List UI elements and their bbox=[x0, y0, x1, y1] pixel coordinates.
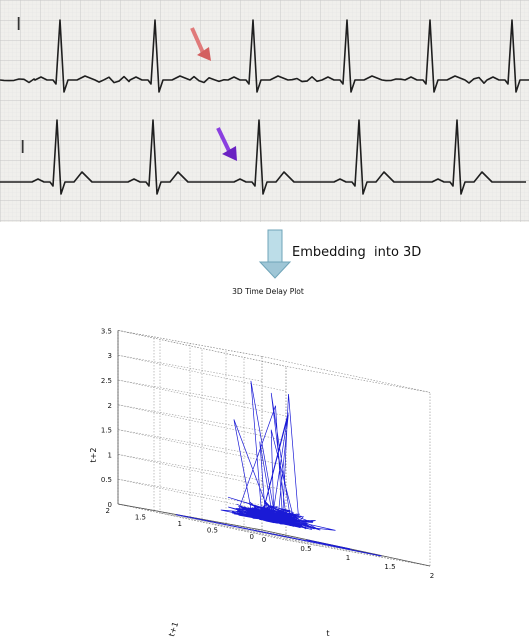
x-tick-label: 2 bbox=[430, 572, 434, 580]
trajectory-streak bbox=[306, 539, 351, 550]
y-tick-label: 0 bbox=[250, 533, 254, 541]
ecg-grid bbox=[0, 0, 529, 222]
z-tick-label: 3.5 bbox=[101, 327, 112, 335]
z-tick-label: 3 bbox=[108, 352, 112, 360]
trajectory-cloud bbox=[220, 380, 336, 531]
lead-label-bottom: I bbox=[20, 137, 25, 158]
x-axis-ticks: 0 0.5 1 1.5 2 bbox=[262, 536, 434, 580]
z-axis-label: t+2 bbox=[89, 448, 98, 463]
x-tick-label: 0 bbox=[262, 536, 266, 544]
trajectory-streak bbox=[176, 514, 382, 557]
lead-label-top: I bbox=[16, 14, 21, 35]
z-axis-ticks: 0 0.5 1 1.5 2 2.5 3 3.5 bbox=[101, 327, 112, 509]
ecg-trace-bottom bbox=[0, 119, 526, 195]
time-delay-3d-plot: 3D Time Delay Plot 0 0.5 1 1.5 2 2.5 3 3.5 0 0.5… bbox=[89, 287, 434, 638]
z-tick-label: 1.5 bbox=[101, 427, 112, 435]
z-tick-label: 2 bbox=[108, 402, 112, 410]
y-tick-label: 1 bbox=[178, 520, 182, 528]
z-tick-label: 0.5 bbox=[101, 476, 112, 484]
arrow-marker-purple bbox=[216, 127, 237, 161]
z-tick-label: 2.5 bbox=[101, 377, 112, 385]
y-tick-label: 1.5 bbox=[135, 514, 146, 522]
x-tick-label: 0.5 bbox=[300, 545, 311, 553]
embedding-caption: Embedding into 3D bbox=[292, 245, 422, 260]
z-tick-label: 1 bbox=[108, 451, 112, 459]
x-tick-label: 1.5 bbox=[384, 563, 395, 571]
trajectory-lines bbox=[176, 380, 382, 557]
y-tick-label: 2 bbox=[106, 507, 110, 515]
arrow-marker-red bbox=[190, 27, 211, 61]
ecg-trace-top bbox=[0, 19, 529, 93]
x-tick-label: 1 bbox=[346, 554, 350, 562]
ecg-strip-panel: I I bbox=[0, 0, 529, 222]
embedding-arrow-area bbox=[258, 229, 292, 279]
y-axis-ticks: 0 0.5 1 1.5 2 bbox=[106, 507, 254, 541]
down-arrow-icon bbox=[258, 229, 292, 279]
z-tick-label: 0 bbox=[108, 501, 112, 509]
x-axis-label: t bbox=[326, 629, 329, 638]
y-tick-label: 0.5 bbox=[207, 527, 218, 535]
plot-title: 3D Time Delay Plot bbox=[232, 287, 304, 296]
y-axis-label: t+1 bbox=[167, 621, 180, 638]
plot-axes-box bbox=[117, 330, 431, 567]
